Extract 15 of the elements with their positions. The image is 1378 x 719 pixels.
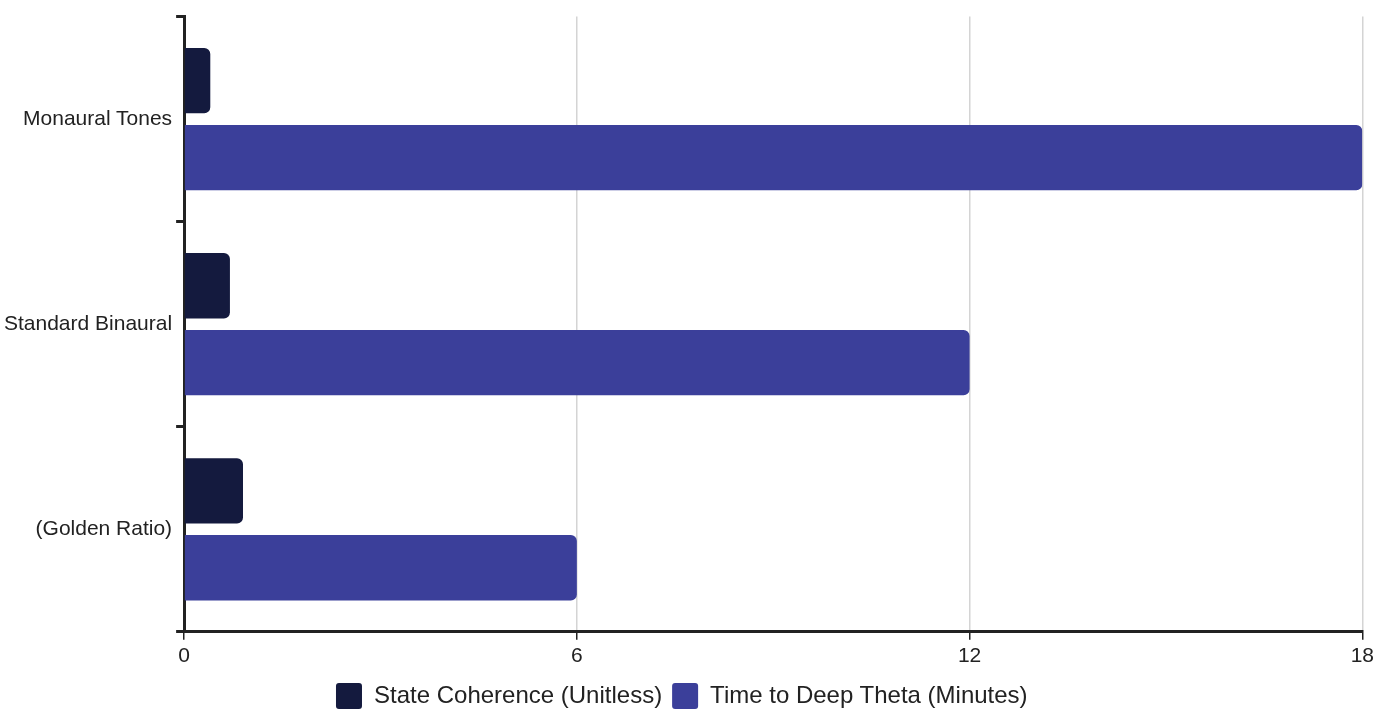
y-tick-label: Standard Binaural <box>3 311 173 334</box>
bar <box>184 124 1363 191</box>
bar <box>184 48 211 114</box>
legend-label: Time to Deep Theta (Minutes) <box>710 680 1028 708</box>
y-tick-label: Monaural Tones <box>23 105 173 129</box>
bar <box>184 458 244 524</box>
y-tick-label: (Golden Ratio) <box>35 516 173 540</box>
bar <box>184 329 970 396</box>
x-tick-label: 0 <box>178 643 190 667</box>
x-tick-label: 12 <box>957 643 982 667</box>
legend-label: State Coherence (Unitless) <box>373 680 663 708</box>
bar <box>184 535 577 601</box>
bar <box>184 253 230 319</box>
x-tick-label: 6 <box>571 643 583 667</box>
x-tick-label: 18 <box>1350 643 1374 667</box>
